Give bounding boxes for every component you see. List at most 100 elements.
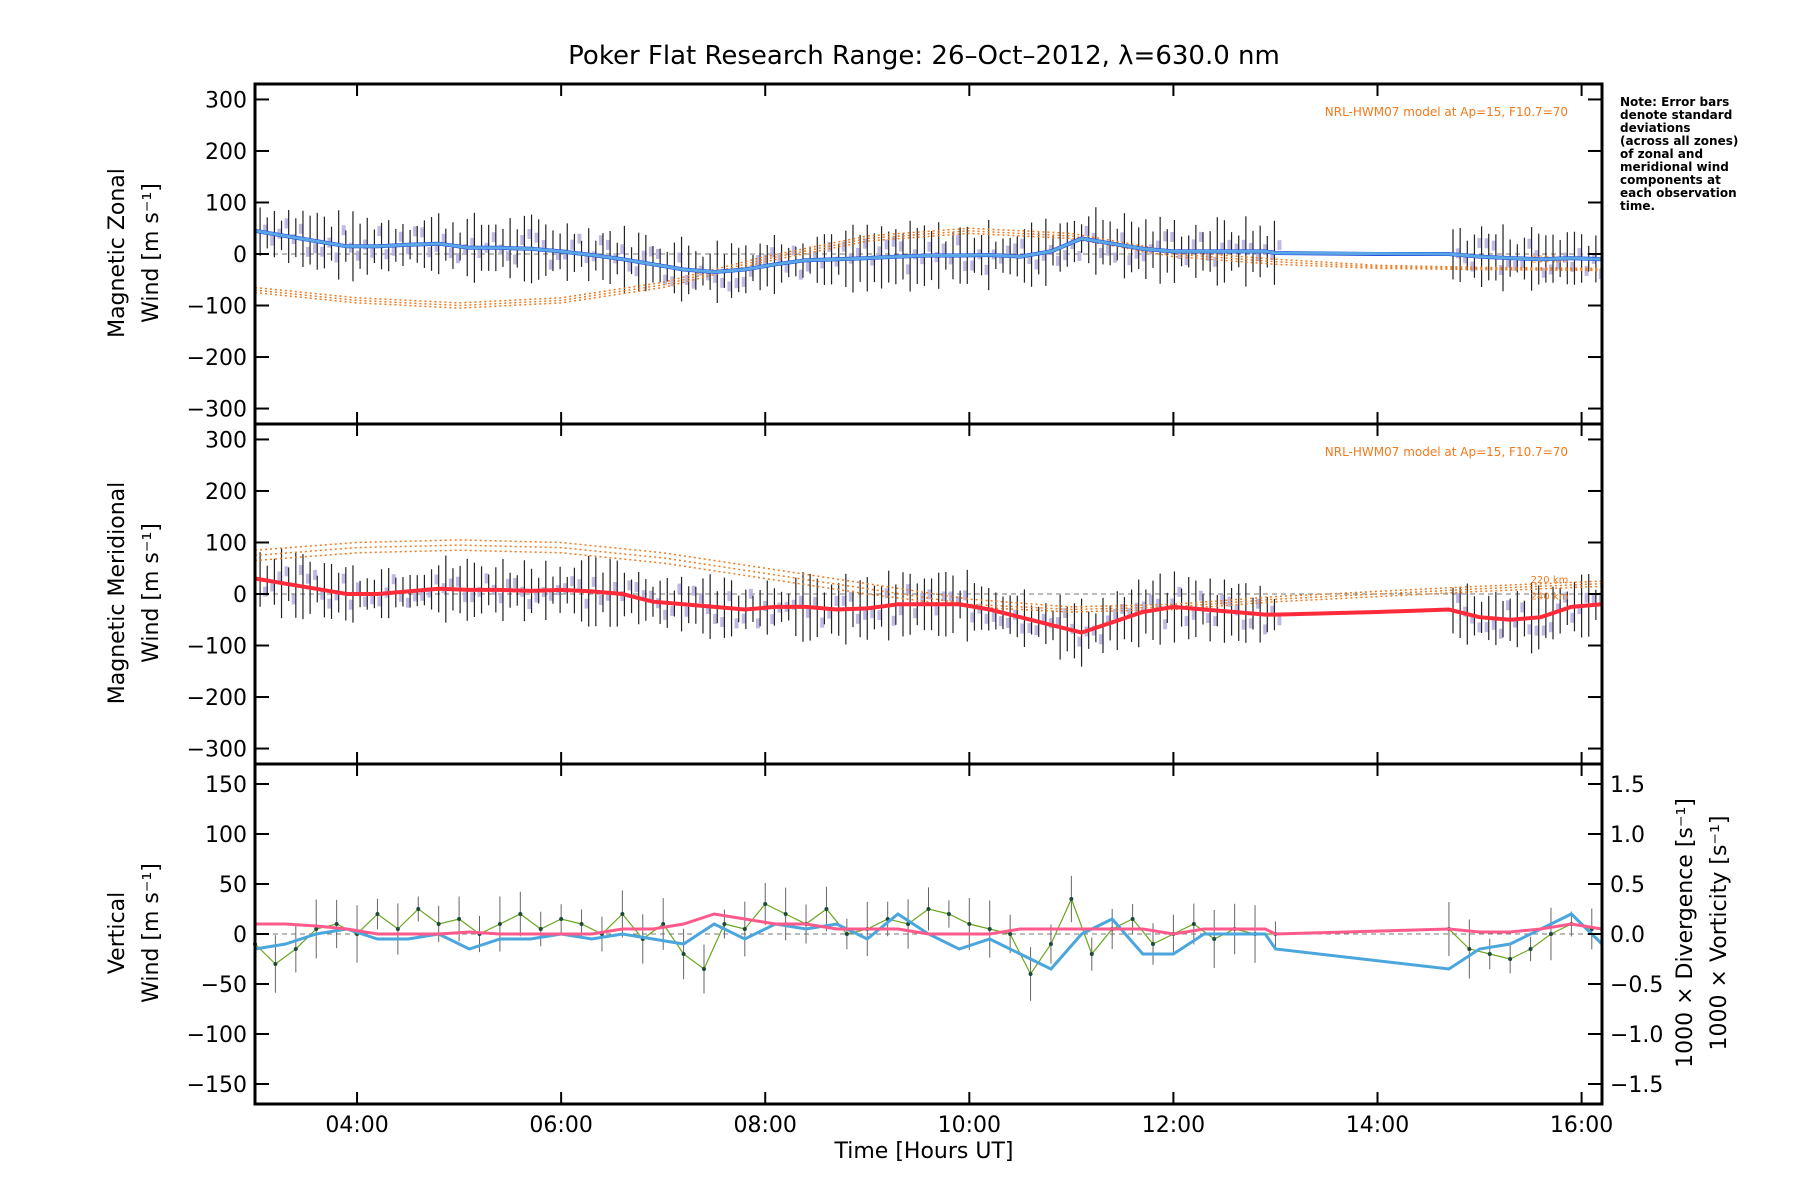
meridional-observation-mark bbox=[1077, 636, 1082, 647]
zonal-observation-mark bbox=[1256, 251, 1261, 262]
meridional-observation-mark bbox=[670, 605, 675, 616]
meridional-observation-mark bbox=[970, 612, 975, 623]
zonal-observation-mark bbox=[1177, 248, 1182, 259]
zonal-observation-mark bbox=[955, 235, 960, 246]
zonal-observation-mark bbox=[670, 276, 675, 287]
y-tick-label: 100 bbox=[205, 531, 247, 556]
zonal-observation-mark bbox=[1541, 267, 1546, 278]
zonal-observation-mark bbox=[820, 258, 825, 269]
zonal-observation-mark bbox=[1013, 243, 1018, 254]
zonal-observation-mark bbox=[855, 247, 860, 258]
divergence-line bbox=[254, 912, 1604, 971]
zonal-observation-mark bbox=[1020, 238, 1025, 249]
zonal-observation-mark bbox=[305, 246, 310, 257]
zonal-observation-mark bbox=[1241, 239, 1246, 250]
zonal-observation-mark bbox=[441, 233, 446, 244]
zonal-observation-mark bbox=[798, 269, 803, 280]
meridional-observation-mark bbox=[1034, 625, 1039, 636]
meridional-observation-mark bbox=[1220, 594, 1225, 605]
zonal-observation-mark bbox=[898, 241, 903, 252]
zonal-observation-mark bbox=[434, 241, 439, 252]
zonal-observation-mark bbox=[941, 243, 946, 254]
zonal-observation-mark bbox=[263, 224, 268, 235]
meridional-observation-mark bbox=[1127, 608, 1132, 619]
zonal-observation-mark bbox=[1484, 238, 1489, 249]
meridional-observation-mark bbox=[727, 591, 732, 602]
meridional-observation-mark bbox=[898, 605, 903, 616]
meridional-observation-mark bbox=[891, 615, 896, 626]
zonal-observation-mark bbox=[713, 272, 718, 283]
vertical-wind-point bbox=[763, 902, 768, 906]
note-line: time. bbox=[1620, 199, 1655, 213]
meridional-observation-mark bbox=[927, 589, 932, 600]
zonal-observation-mark bbox=[555, 249, 560, 260]
zonal-observation-mark bbox=[1184, 255, 1189, 266]
zonal-observation-mark bbox=[1527, 238, 1532, 249]
meridional-observation-mark bbox=[963, 590, 968, 601]
meridional-observation-mark bbox=[548, 590, 553, 601]
vertical-wind-point bbox=[334, 922, 339, 926]
meridional-observation-mark bbox=[698, 593, 703, 604]
zonal-observation-mark bbox=[1234, 243, 1239, 254]
zonal-observation-mark bbox=[1477, 237, 1482, 248]
meridional-observation-mark bbox=[855, 613, 860, 624]
meridional-mean-wind-line bbox=[254, 576, 1603, 635]
meridional-observation-mark bbox=[805, 607, 810, 618]
zonal-observation-mark bbox=[891, 236, 896, 247]
zonal-observation-mark bbox=[684, 274, 689, 285]
meridional-observation-mark bbox=[370, 594, 375, 605]
meridional-observation-mark bbox=[620, 591, 625, 602]
zonal-observation-mark bbox=[527, 229, 532, 240]
meridional-observation-mark bbox=[684, 606, 689, 617]
zonal-observation-mark bbox=[620, 244, 625, 255]
meridional-observation-mark bbox=[598, 594, 603, 605]
zonal-observation-mark bbox=[270, 235, 275, 246]
meridional-observation-mark bbox=[691, 585, 696, 596]
zonal-observation-mark bbox=[370, 247, 375, 258]
zonal-observation-mark bbox=[470, 237, 475, 248]
zonal-observation-mark bbox=[534, 232, 539, 243]
vertical-y-label-line1: Vertical bbox=[105, 892, 130, 974]
meridional-observation-mark bbox=[270, 581, 275, 592]
y-tick-label: 300 bbox=[205, 88, 247, 113]
zonal-observation-mark bbox=[905, 264, 910, 275]
meridional-observation-mark bbox=[313, 569, 318, 580]
meridional-observation-mark bbox=[1041, 613, 1046, 624]
meridional-observation-mark bbox=[605, 590, 610, 601]
meridional-observation-mark bbox=[755, 618, 760, 629]
zonal-observation-mark bbox=[355, 250, 360, 261]
meridional-observation-mark bbox=[1206, 613, 1211, 624]
meridional-observation-mark bbox=[570, 576, 575, 587]
zonal-fit-line bbox=[254, 229, 1603, 274]
meridional-observation-mark bbox=[291, 594, 296, 605]
zonal-observation-mark bbox=[805, 261, 810, 272]
note-box: Note: Error bars denote standard deviati… bbox=[1620, 95, 1738, 213]
vertical-wind-point bbox=[273, 962, 278, 966]
vertical-wind-point bbox=[1069, 897, 1074, 901]
meridional-model-curve-1 bbox=[254, 549, 1603, 613]
note-line: of zonal and bbox=[1620, 147, 1703, 161]
meridional-observation-mark bbox=[448, 578, 453, 589]
meridional-observation-mark bbox=[677, 583, 682, 594]
zonal-observation-mark bbox=[1270, 249, 1275, 260]
y2-tick-label: −0.5 bbox=[1610, 973, 1663, 998]
y-tick-label: −200 bbox=[187, 346, 247, 371]
vertical-wind-point bbox=[518, 912, 523, 916]
meridional-observation-mark bbox=[1227, 596, 1232, 607]
meridional-observation-mark bbox=[348, 599, 353, 610]
zonal-observation-mark bbox=[1277, 240, 1282, 251]
meridional-observation-mark bbox=[405, 597, 410, 608]
vorticity-axis-label: 1000 × Vorticity [s⁻¹] bbox=[1707, 816, 1732, 1051]
meridional-observation-mark bbox=[941, 591, 946, 602]
zonal-observation-mark bbox=[884, 239, 889, 250]
zonal-observation-mark bbox=[1534, 250, 1539, 261]
meridional-observation-mark bbox=[827, 608, 832, 619]
zonal-observation-mark bbox=[298, 223, 303, 234]
note-line: deviations bbox=[1620, 121, 1691, 135]
vertical-wind-point bbox=[436, 922, 441, 926]
zonal-observation-mark bbox=[541, 240, 546, 251]
meridional-observation-mark bbox=[848, 591, 853, 602]
meridional-observation-mark bbox=[398, 591, 403, 602]
zonal-observation-mark bbox=[1163, 231, 1168, 242]
